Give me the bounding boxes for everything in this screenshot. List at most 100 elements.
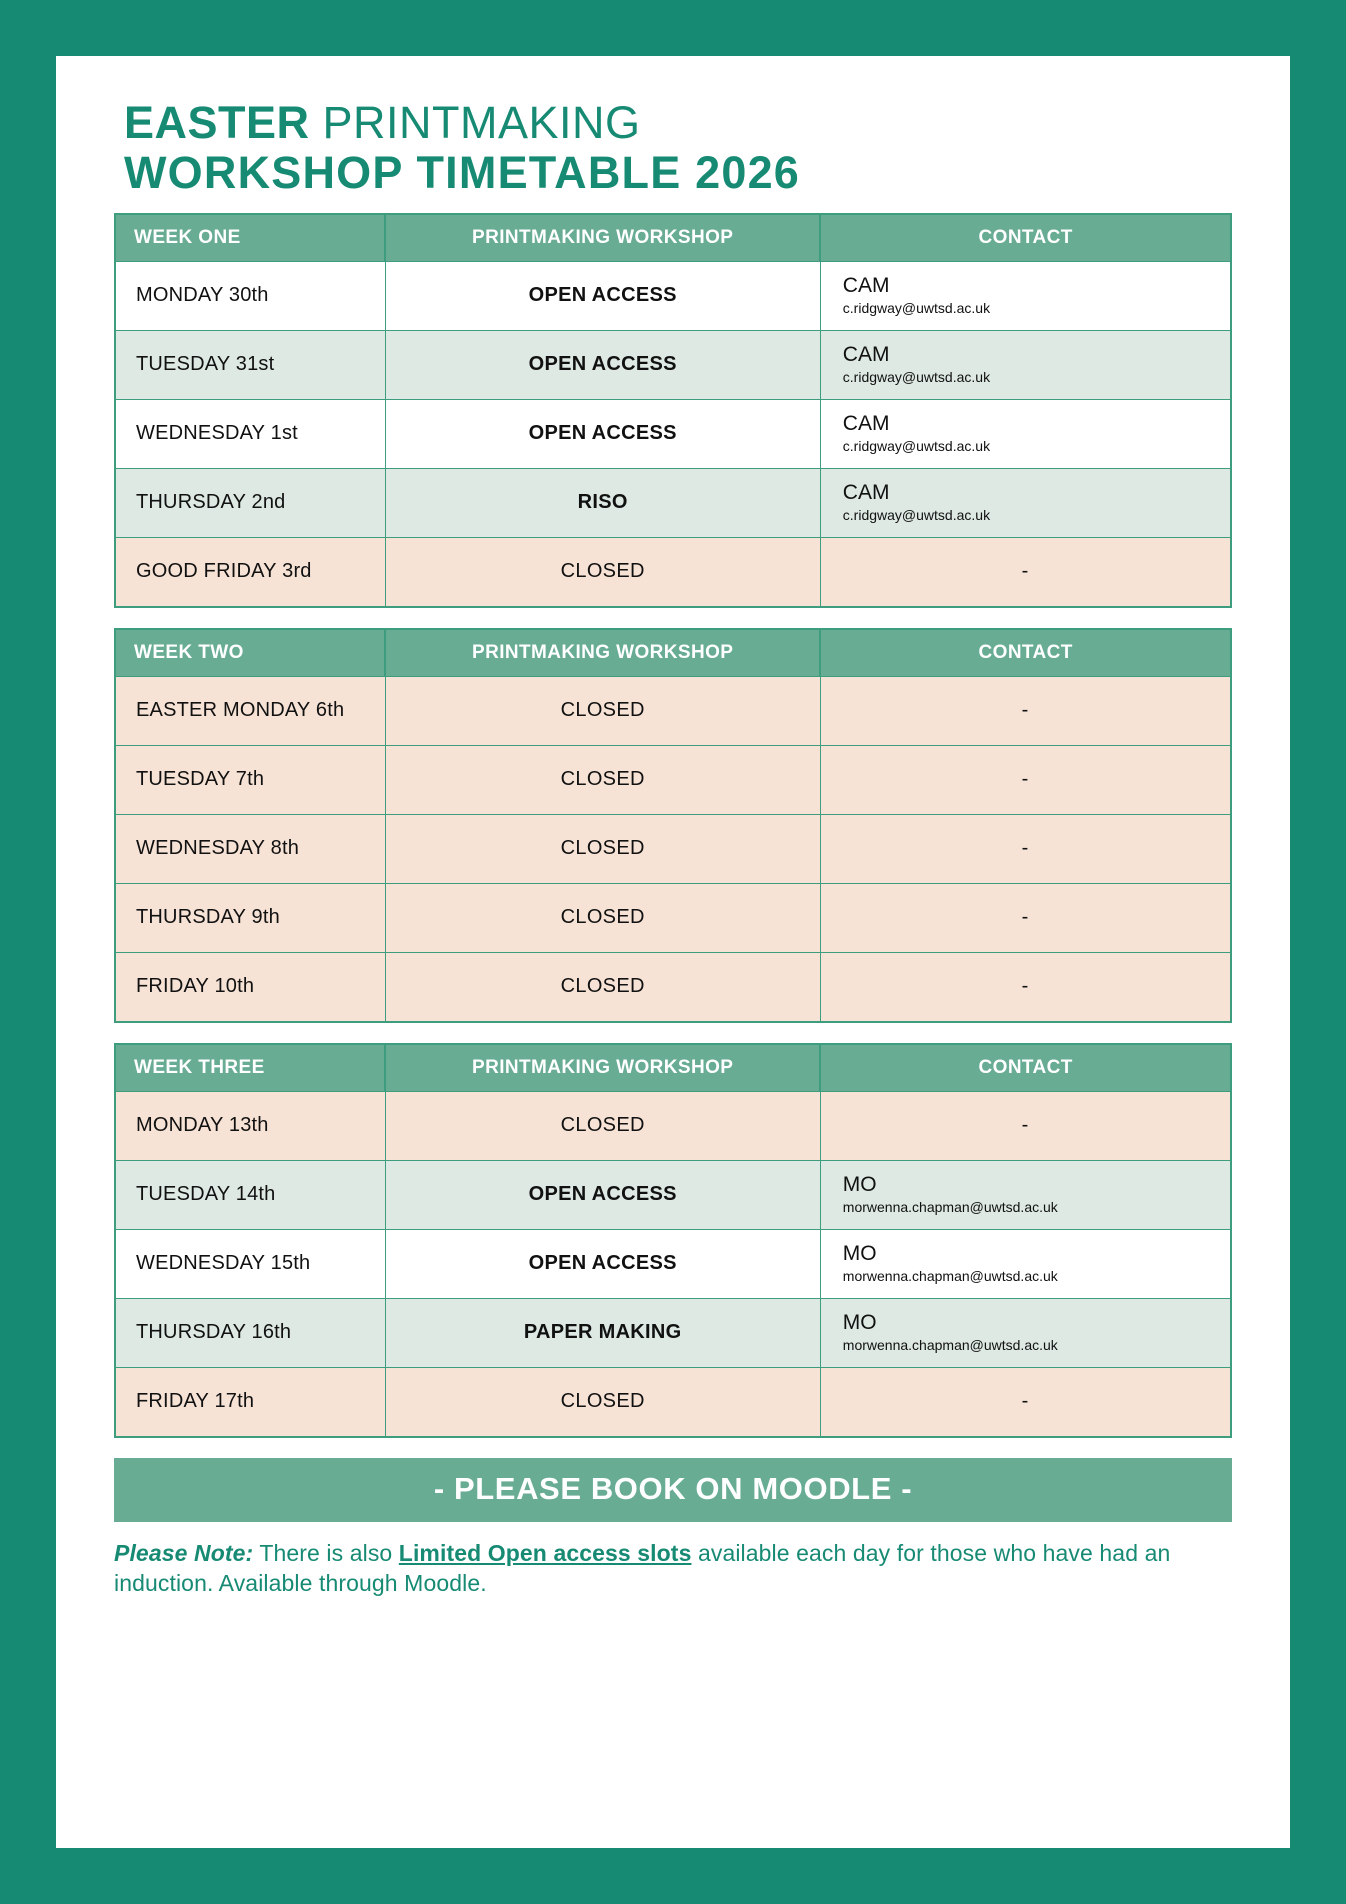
day-cell: THURSDAY 2nd <box>115 467 386 538</box>
table-row: MONDAY 30th OPEN ACCESS CAM c.ridgway@uw… <box>115 260 1231 331</box>
workshop-cell: CLOSED <box>385 951 821 1022</box>
column-header-workshop: PRINTMAKING WORKSHOP <box>385 1043 822 1092</box>
title-line-two: WORKSHOP TIMETABLE 2026 <box>124 147 801 199</box>
day-cell: MONDAY 13th <box>115 1090 386 1161</box>
contact-cell: - <box>820 744 1231 815</box>
contact-cell: - <box>820 1090 1231 1161</box>
day-cell: THURSDAY 16th <box>115 1297 386 1368</box>
note-part-one: There is also <box>253 1539 399 1566</box>
table-row: TUESDAY 7th CLOSED - <box>115 744 1231 815</box>
contact-email: c.ridgway@uwtsd.ac.uk <box>842 300 991 317</box>
workshop-cell: CLOSED <box>385 1090 821 1161</box>
contact-cell: - <box>820 675 1231 746</box>
contact-cell: MO morwenna.chapman@uwtsd.ac.uk <box>820 1297 1231 1368</box>
workshop-cell: CLOSED <box>385 813 821 884</box>
week-three-table: WEEK THREE PRINTMAKING WORKSHOP CONTACT … <box>114 1042 1232 1438</box>
note-lead: Please Note: <box>114 1539 254 1566</box>
day-cell: TUESDAY 31st <box>115 329 386 400</box>
contact-name: MO <box>842 1310 877 1334</box>
day-cell: GOOD FRIDAY 3rd <box>115 536 386 607</box>
workshop-cell: CLOSED <box>385 1366 821 1437</box>
workshop-cell: OPEN ACCESS <box>385 398 821 469</box>
day-cell: TUESDAY 14th <box>115 1159 386 1230</box>
workshop-cell: RISO <box>385 467 821 538</box>
week-label: WEEK TWO <box>115 628 387 677</box>
table-row: WEDNESDAY 8th CLOSED - <box>115 813 1231 884</box>
day-cell: FRIDAY 17th <box>115 1366 386 1437</box>
table-row: THURSDAY 9th CLOSED - <box>115 882 1231 953</box>
contact-name: CAM <box>842 273 890 297</box>
table-row: GOOD FRIDAY 3rd CLOSED - <box>115 536 1231 607</box>
day-cell: THURSDAY 9th <box>115 882 386 953</box>
table-row: TUESDAY 14th OPEN ACCESS MO morwenna.cha… <box>115 1159 1231 1230</box>
table-header-row: WEEK THREE PRINTMAKING WORKSHOP CONTACT <box>115 1043 1231 1092</box>
workshop-cell: CLOSED <box>385 882 821 953</box>
workshop-cell: OPEN ACCESS <box>385 329 821 400</box>
contact-cell: - <box>820 1366 1231 1437</box>
page-title: EASTER PRINTMAKING WORKSHOP TIMETABLE 20… <box>124 97 1232 199</box>
contact-cell: CAM c.ridgway@uwtsd.ac.uk <box>820 260 1231 331</box>
table-row: WEDNESDAY 15th OPEN ACCESS MO morwenna.c… <box>115 1228 1231 1299</box>
week-label: WEEK ONE <box>115 213 387 262</box>
table-row: EASTER MONDAY 6th CLOSED - <box>115 675 1231 746</box>
contact-name: CAM <box>842 342 890 366</box>
title-easter: EASTER <box>124 97 310 148</box>
column-header-workshop: PRINTMAKING WORKSHOP <box>385 213 822 262</box>
contact-cell: - <box>820 882 1231 953</box>
table-row: TUESDAY 31st OPEN ACCESS CAM c.ridgway@u… <box>115 329 1231 400</box>
contact-cell: - <box>820 536 1231 607</box>
contact-email: morwenna.chapman@uwtsd.ac.uk <box>842 1268 1058 1285</box>
day-cell: WEDNESDAY 15th <box>115 1228 386 1299</box>
workshop-cell: OPEN ACCESS <box>385 1159 821 1230</box>
note-part-two: available each day for those who have ha… <box>114 1539 1171 1597</box>
please-note-text: Please Note: There is also Limited Open … <box>114 1538 1232 1599</box>
contact-cell: - <box>820 951 1231 1022</box>
workshop-cell: CLOSED <box>385 744 821 815</box>
table-header-row: WEEK TWO PRINTMAKING WORKSHOP CONTACT <box>115 628 1231 677</box>
workshop-cell: CLOSED <box>385 536 821 607</box>
contact-cell: CAM c.ridgway@uwtsd.ac.uk <box>820 467 1231 538</box>
contact-email: morwenna.chapman@uwtsd.ac.uk <box>842 1199 1058 1216</box>
contact-name: MO <box>842 1172 877 1196</box>
contact-name: CAM <box>842 480 890 504</box>
table-row: THURSDAY 16th PAPER MAKING MO morwenna.c… <box>115 1297 1231 1368</box>
title-line-one: EASTER PRINTMAKING <box>124 97 1232 148</box>
contact-email: morwenna.chapman@uwtsd.ac.uk <box>842 1337 1058 1354</box>
table-row: WEDNESDAY 1st OPEN ACCESS CAM c.ridgway@… <box>115 398 1231 469</box>
table-row: THURSDAY 2nd RISO CAM c.ridgway@uwtsd.ac… <box>115 467 1231 538</box>
contact-cell: CAM c.ridgway@uwtsd.ac.uk <box>820 329 1231 400</box>
contact-cell: MO morwenna.chapman@uwtsd.ac.uk <box>820 1159 1231 1230</box>
contact-email: c.ridgway@uwtsd.ac.uk <box>842 438 991 455</box>
column-header-contact: CONTACT <box>820 628 1231 677</box>
contact-name: CAM <box>842 411 890 435</box>
week-one-table: WEEK ONE PRINTMAKING WORKSHOP CONTACT MO… <box>114 212 1232 608</box>
day-cell: FRIDAY 10th <box>115 951 386 1022</box>
contact-email: c.ridgway@uwtsd.ac.uk <box>842 369 991 386</box>
column-header-workshop: PRINTMAKING WORKSHOP <box>385 628 822 677</box>
column-header-contact: CONTACT <box>820 213 1231 262</box>
contact-cell: CAM c.ridgway@uwtsd.ac.uk <box>820 398 1231 469</box>
day-cell: WEDNESDAY 8th <box>115 813 386 884</box>
workshop-cell: PAPER MAKING <box>385 1297 821 1368</box>
workshop-cell: OPEN ACCESS <box>385 260 821 331</box>
workshop-cell: OPEN ACCESS <box>385 1228 821 1299</box>
contact-email: c.ridgway@uwtsd.ac.uk <box>842 507 991 524</box>
table-row: FRIDAY 17th CLOSED - <box>115 1366 1231 1437</box>
day-cell: EASTER MONDAY 6th <box>115 675 386 746</box>
table-row: MONDAY 13th CLOSED - <box>115 1090 1231 1161</box>
contact-cell: - <box>820 813 1231 884</box>
day-cell: TUESDAY 7th <box>115 744 386 815</box>
week-two-table: WEEK TWO PRINTMAKING WORKSHOP CONTACT EA… <box>114 627 1232 1023</box>
contact-cell: MO morwenna.chapman@uwtsd.ac.uk <box>820 1228 1231 1299</box>
contact-name: MO <box>842 1241 877 1265</box>
day-cell: MONDAY 30th <box>115 260 386 331</box>
note-emphasis: Limited Open access slots <box>398 1539 692 1566</box>
day-cell: WEDNESDAY 1st <box>115 398 386 469</box>
workshop-cell: CLOSED <box>385 675 821 746</box>
week-label: WEEK THREE <box>115 1043 387 1092</box>
poster-sheet: EASTER PRINTMAKING WORKSHOP TIMETABLE 20… <box>56 56 1290 1848</box>
column-header-contact: CONTACT <box>820 1043 1231 1092</box>
table-row: FRIDAY 10th CLOSED - <box>115 951 1231 1022</box>
table-header-row: WEEK ONE PRINTMAKING WORKSHOP CONTACT <box>115 213 1231 262</box>
